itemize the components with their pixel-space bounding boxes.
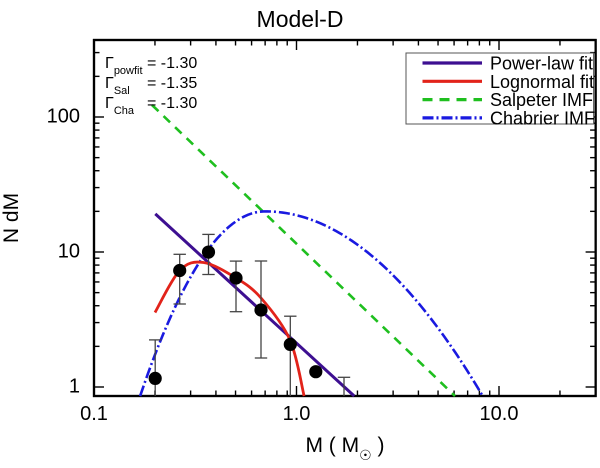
svg-text:N dM: N dM — [0, 193, 23, 243]
svg-text:= -1.30: = -1.30 — [147, 95, 197, 112]
svg-text:ΓCha: ΓCha — [105, 95, 135, 117]
svg-text:ΓSal: ΓSal — [105, 75, 130, 97]
svg-text:Lognormal fit: Lognormal fit — [490, 72, 594, 92]
svg-text:Model-D: Model-D — [257, 6, 344, 32]
svg-text:Chabrier IMF: Chabrier IMF — [490, 108, 595, 128]
svg-text:Salpeter IMF: Salpeter IMF — [490, 90, 593, 110]
svg-text:= -1.35: = -1.35 — [147, 75, 197, 92]
svg-text:10: 10 — [58, 241, 80, 263]
svg-text:Γpowfit: Γpowfit — [105, 55, 143, 77]
svg-text:100: 100 — [47, 106, 80, 128]
svg-text:0.1: 0.1 — [80, 403, 108, 425]
svg-text:1: 1 — [69, 376, 80, 398]
svg-text:= -1.30: = -1.30 — [147, 55, 197, 72]
svg-text:M ( M☉ ): M ( M☉ ) — [305, 434, 384, 463]
svg-text:Power-law fit: Power-law fit — [490, 54, 593, 74]
svg-text:1.0: 1.0 — [283, 403, 311, 425]
svg-text:10.0: 10.0 — [480, 403, 519, 425]
